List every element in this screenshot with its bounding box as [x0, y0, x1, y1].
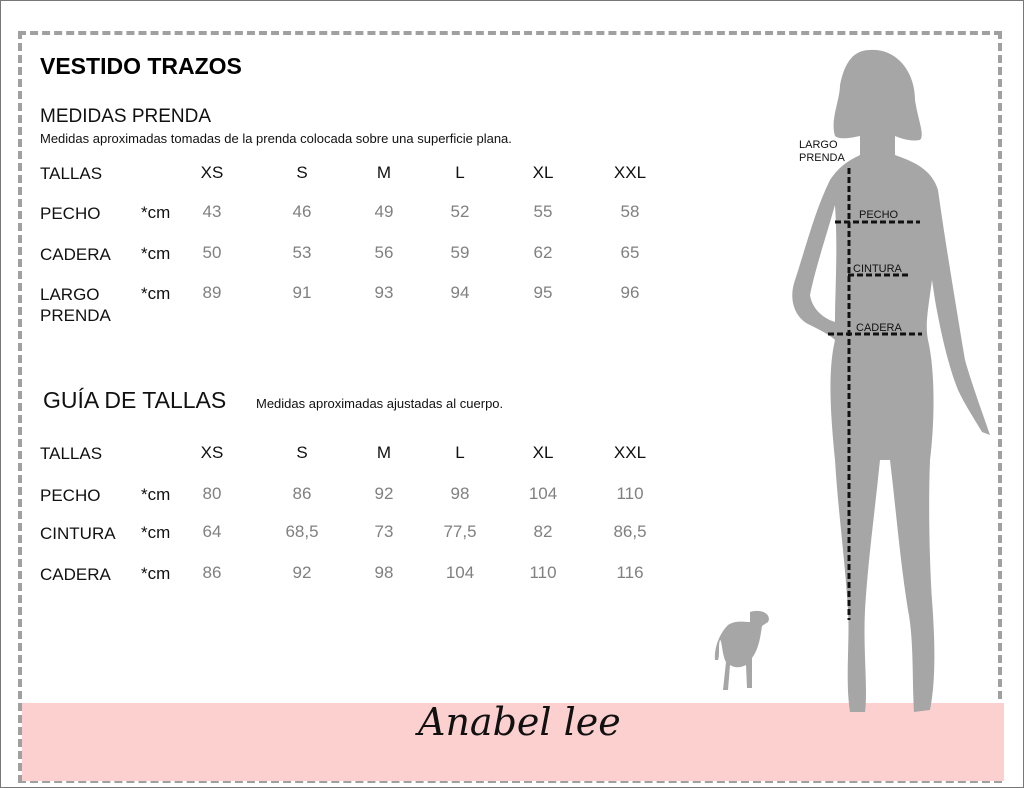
- pecho-label: PECHO: [859, 209, 899, 221]
- guide-cell: 110: [616, 484, 644, 503]
- garment-cell: 56: [374, 243, 394, 262]
- guide-size-xs: XS: [200, 443, 224, 462]
- garment-cell: 89: [202, 283, 222, 302]
- brand-logo: Anabel lee: [418, 700, 621, 744]
- garment-row-label: PECHO: [40, 204, 101, 223]
- guide-cell: 110: [529, 563, 557, 582]
- guide-cell: 116: [616, 563, 644, 582]
- guide-row-unit: *cm: [141, 564, 171, 583]
- garment-cell: 52: [450, 202, 470, 221]
- guide-size-s: S: [296, 443, 308, 462]
- guide-cell: 92: [292, 563, 312, 582]
- garment-size-s: S: [296, 163, 308, 182]
- garment-size-xs: XS: [200, 163, 224, 182]
- guide-cell: 104: [528, 484, 558, 503]
- garment-cell: 55: [533, 202, 553, 221]
- garment-cell: 65: [620, 243, 640, 262]
- cadera-label: CADERA: [856, 322, 902, 334]
- garment-cell: 59: [450, 243, 470, 262]
- guide-row-unit: *cm: [141, 523, 171, 542]
- guide-size-l: L: [455, 443, 465, 462]
- garment-row-unit: *cm: [141, 203, 171, 222]
- guide-cell: 86: [202, 563, 222, 582]
- garment-row-unit: *cm: [141, 244, 171, 263]
- garment-size-m: M: [376, 163, 392, 182]
- largo-label: LARGO PRENDA: [799, 139, 845, 164]
- guide-row-unit: *cm: [141, 485, 171, 504]
- guide-cell: 98: [374, 563, 394, 582]
- guide-cell: 80: [202, 484, 222, 503]
- garment-row-label: CADERA: [40, 245, 111, 264]
- brand-band: [22, 703, 1004, 781]
- guide-cell: 98: [450, 484, 470, 503]
- garment-cell: 46: [292, 202, 312, 221]
- garment-cell: 49: [374, 202, 394, 221]
- dog-silhouette: [714, 610, 769, 690]
- garment-heading: MEDIDAS PRENDA: [40, 106, 212, 127]
- guide-size-xxl: XXL: [613, 443, 647, 462]
- guide-row-label: CADERA: [40, 565, 111, 584]
- guide-size-m: M: [376, 443, 392, 462]
- guide-heading: GUÍA DE TALLAS: [43, 387, 227, 413]
- guide-note: Medidas aproximadas ajustadas al cuerpo.: [256, 396, 504, 411]
- garment-cell: 58: [620, 202, 640, 221]
- garment-size-xl: XL: [532, 163, 554, 182]
- garment-note: Medidas aproximadas tomadas de la prenda…: [40, 131, 512, 146]
- garment-size-xxl: XXL: [613, 163, 647, 182]
- woman-silhouette: [792, 49, 990, 712]
- garment-cell: 91: [292, 283, 312, 302]
- guide-cell: 86: [292, 484, 312, 503]
- guide-cell: 92: [374, 484, 394, 503]
- page-title: VESTIDO TRAZOS: [40, 53, 242, 79]
- garment-cell: 53: [292, 243, 312, 262]
- garment-row-label: LARGO PRENDA: [40, 285, 111, 325]
- guide-cell: 64: [202, 522, 222, 541]
- guide-size-xl: XL: [532, 443, 554, 462]
- dashed-frame: [18, 31, 1002, 783]
- cintura-label: CINTURA: [853, 263, 902, 275]
- guide-cell: 68,5: [285, 522, 319, 541]
- garment-cell: 94: [450, 283, 470, 302]
- guide-cell: 73: [374, 522, 394, 541]
- guide-header-label: TALLAS: [40, 444, 103, 463]
- guide-row-label: CINTURA: [40, 524, 116, 543]
- garment-size-l: L: [455, 163, 465, 182]
- guide-cell: 82: [533, 522, 553, 541]
- guide-cell: 86,5: [613, 522, 647, 541]
- silhouette-figure: [714, 49, 990, 712]
- garment-row-unit: *cm: [141, 284, 171, 303]
- garment-cell: 50: [202, 243, 222, 262]
- guide-row-label: PECHO: [40, 486, 101, 505]
- garment-header-label: TALLAS: [40, 164, 103, 183]
- garment-cell: 43: [202, 202, 222, 221]
- garment-cell: 62: [533, 243, 553, 262]
- garment-cell: 95: [533, 283, 553, 302]
- guide-cell: 77,5: [443, 522, 477, 541]
- guide-cell: 104: [445, 563, 475, 582]
- garment-cell: 93: [374, 283, 394, 302]
- garment-cell: 96: [620, 283, 640, 302]
